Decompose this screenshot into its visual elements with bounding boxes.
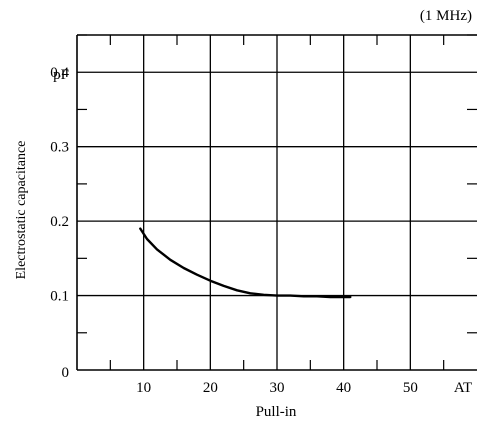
y-axis-title: Electrostatic capacitance [14,141,29,280]
chart-note: (1 MHz) [420,8,472,24]
x-tick-labels: 10 20 30 40 50 [136,380,418,396]
y-tick-label: 0.1 [50,289,69,305]
x-tick-label: 40 [336,380,351,396]
x-axis-title: Pull-in [256,404,297,420]
y-unit-label: pF [53,67,69,83]
y-tick-label: 0.3 [50,140,69,156]
y-tick-label: 0.4 [50,65,69,81]
x-tick-label: 30 [270,380,285,396]
y-tick-label: 0.2 [50,214,69,230]
origin-label: 0 [62,365,70,381]
grid [77,35,477,370]
x-unit-label: AT [454,380,472,396]
x-tick-label: 50 [403,380,418,396]
plot-frame [76,34,477,371]
series-line [139,227,352,299]
y-tick-labels: 0.1 0.2 0.3 0.4 [50,65,69,304]
x-tick-label: 20 [203,380,218,396]
series-layer [139,227,352,299]
x-tick-label: 10 [136,380,151,396]
